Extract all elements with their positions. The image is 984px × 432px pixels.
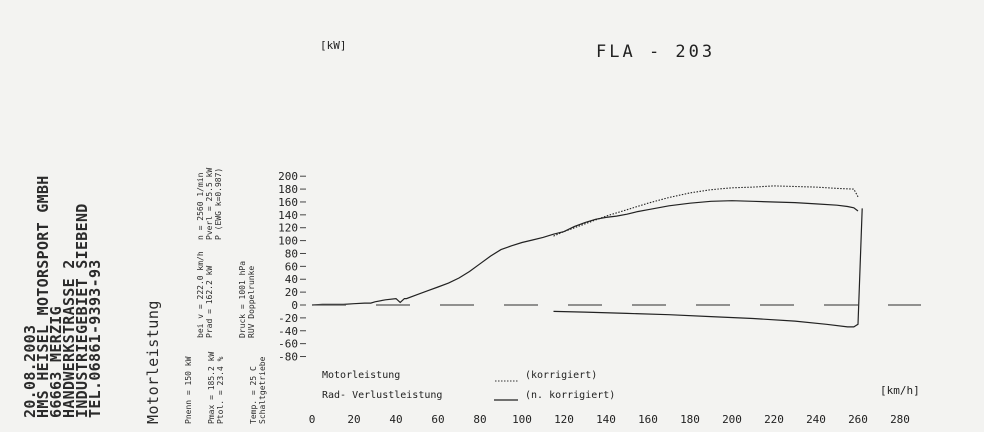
x-tick-label: 260 bbox=[848, 413, 868, 426]
x-tick-label: 280 bbox=[890, 413, 910, 426]
x-tick-label: 40 bbox=[389, 413, 402, 426]
y-tick-label: -60 bbox=[278, 338, 298, 351]
y-tick-label: 200 bbox=[278, 170, 298, 183]
legend-note-loss: (n. korrigiert) bbox=[525, 390, 615, 401]
legend: Motorleistung (korrigiert) Rad- Verlustl… bbox=[322, 370, 615, 401]
legend-note-motor: (korrigiert) bbox=[525, 370, 597, 381]
legend-label-motor: Motorleistung bbox=[322, 370, 400, 381]
chart-title: FLA - 203 bbox=[596, 42, 715, 62]
series-line-loss bbox=[553, 208, 863, 328]
y-axis-unit: [kW] bbox=[320, 39, 347, 52]
y-tick-label: 60 bbox=[285, 260, 298, 273]
series-line-wheel bbox=[311, 200, 859, 306]
y-tick-label: 160 bbox=[278, 196, 298, 209]
y-tick-label: 40 bbox=[285, 273, 298, 286]
x-tick-label: 20 bbox=[347, 413, 360, 426]
y-tick-label: 180 bbox=[278, 183, 298, 196]
y-tick-label: -20 bbox=[278, 312, 298, 325]
x-tick-label: 120 bbox=[554, 413, 574, 426]
y-tick-label: 120 bbox=[278, 222, 298, 235]
x-tick-label: 180 bbox=[680, 413, 700, 426]
y-tick-label: 100 bbox=[278, 235, 298, 248]
x-axis-unit: [km/h] bbox=[880, 384, 920, 397]
x-tick-label: 60 bbox=[431, 413, 444, 426]
y-tick-label: 20 bbox=[285, 286, 298, 299]
y-tick-label: -40 bbox=[278, 325, 298, 338]
y-tick-label: 0 bbox=[291, 299, 298, 312]
x-tick-label: 220 bbox=[764, 413, 784, 426]
y-tick-label: 80 bbox=[285, 247, 298, 260]
y-tick-label: 140 bbox=[278, 209, 298, 222]
y-tick-label: -80 bbox=[278, 351, 298, 364]
series-line-motor_corrected bbox=[553, 185, 859, 237]
x-tick-label: 0 bbox=[309, 413, 316, 426]
x-tick-label: 80 bbox=[473, 413, 486, 426]
x-tick-label: 160 bbox=[638, 413, 658, 426]
legend-label-loss: Rad- Verlustleistung bbox=[322, 390, 442, 401]
x-tick-label: 100 bbox=[512, 413, 532, 426]
x-tick-label: 140 bbox=[596, 413, 616, 426]
x-tick-label: 200 bbox=[722, 413, 742, 426]
x-tick-label: 240 bbox=[806, 413, 826, 426]
